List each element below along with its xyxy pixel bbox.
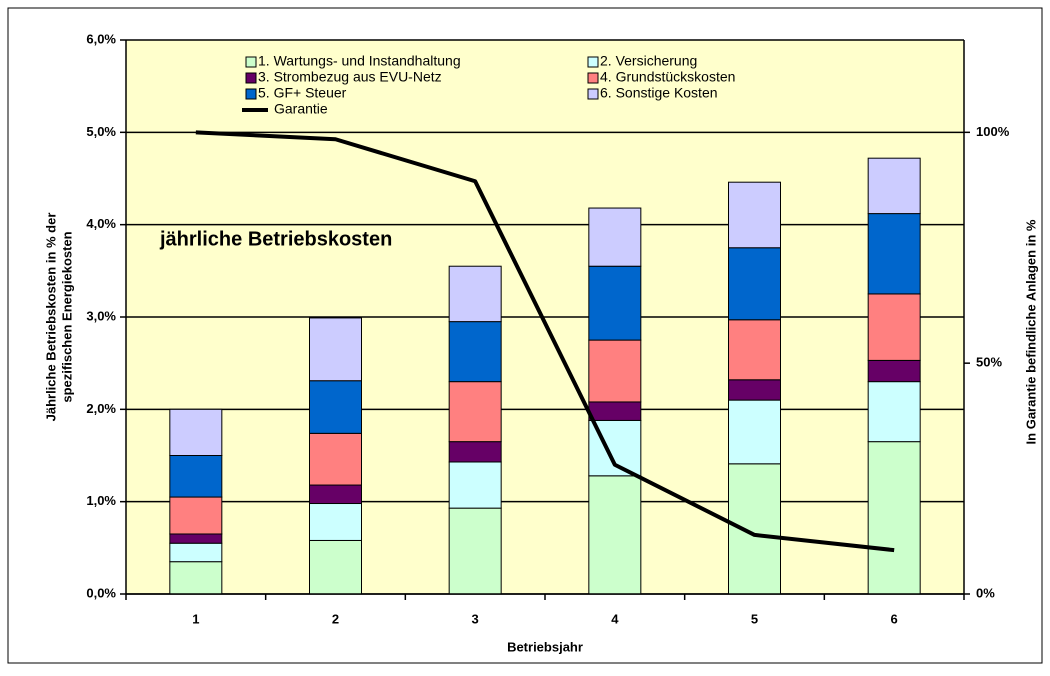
bar-segment bbox=[867, 157, 921, 215]
legend-label: 2. Versicherung bbox=[600, 53, 697, 69]
bar-segment bbox=[448, 507, 502, 595]
x-tick-label: 2 bbox=[332, 611, 339, 626]
bar-segment bbox=[728, 399, 781, 465]
bar-segment bbox=[169, 455, 223, 498]
bar-segment bbox=[448, 441, 502, 463]
x-tick-label: 5 bbox=[751, 611, 758, 626]
bar-segment bbox=[309, 484, 362, 505]
y-tick-label: 6,0% bbox=[86, 31, 116, 46]
bar-segment bbox=[588, 475, 642, 595]
bar-segment bbox=[448, 321, 502, 383]
line-series bbox=[195, 130, 895, 553]
y2-tick-label: 0% bbox=[976, 585, 995, 600]
x-tick-label: 3 bbox=[472, 611, 479, 626]
x-tick-label: 6 bbox=[891, 611, 898, 626]
bar-segment bbox=[588, 207, 642, 267]
bar-segment bbox=[867, 213, 921, 295]
y-axis-label: Jährliche Betriebskosten in % der bbox=[43, 213, 58, 422]
y2-tick-label: 50% bbox=[976, 355, 1002, 370]
bar-segment bbox=[309, 503, 362, 541]
bar-segment bbox=[728, 247, 781, 321]
bar-segment bbox=[309, 539, 362, 595]
bar-segment bbox=[728, 463, 781, 595]
bar-segment bbox=[588, 339, 642, 403]
legend-swatch bbox=[587, 88, 599, 100]
bar-segment bbox=[169, 408, 223, 457]
bar-segment bbox=[867, 359, 921, 383]
legend-swatch bbox=[245, 56, 257, 68]
legend-swatch bbox=[587, 72, 599, 84]
y-tick-label: 3,0% bbox=[86, 308, 116, 323]
legend-label: 6. Sonstige Kosten bbox=[600, 85, 718, 101]
legend-swatch bbox=[245, 72, 257, 84]
y2-axis-label: In Garantie befindliche Anlagen in % bbox=[1023, 219, 1038, 444]
y-tick-label: 0,0% bbox=[86, 585, 116, 600]
annotation: jährliche Betriebskosten bbox=[159, 228, 392, 250]
bar-segment bbox=[728, 181, 781, 249]
legend-swatch bbox=[245, 88, 257, 100]
y-tick-label: 4,0% bbox=[86, 216, 116, 231]
bar-segment bbox=[169, 542, 223, 563]
bar-segment bbox=[309, 432, 362, 486]
legend-label: 4. Grundstückskosten bbox=[600, 69, 735, 85]
bar-segment bbox=[169, 561, 223, 595]
legend-label: 3. Strombezug aus EVU-Netz bbox=[258, 69, 442, 85]
y-tick-label: 1,0% bbox=[86, 493, 116, 508]
legend-swatch bbox=[587, 56, 599, 68]
y2-tick-label: 100% bbox=[976, 124, 1010, 139]
bar-segment bbox=[169, 496, 223, 535]
bar-segment bbox=[728, 379, 781, 401]
bar-segment bbox=[448, 381, 502, 443]
x-tick-label: 4 bbox=[611, 611, 619, 626]
legend-label: Garantie bbox=[274, 101, 328, 117]
y-tick-label: 5,0% bbox=[86, 124, 116, 139]
bar-segment bbox=[448, 265, 502, 323]
bar-segment bbox=[588, 401, 642, 421]
legend-label: 5. GF+ Steuer bbox=[258, 85, 347, 101]
bar-segment bbox=[309, 380, 362, 434]
x-axis-label: Betriebsjahr bbox=[507, 639, 583, 654]
bar-segment bbox=[867, 381, 921, 443]
y-tick-label: 2,0% bbox=[86, 401, 116, 416]
legend-label: 1. Wartungs- und Instandhaltung bbox=[258, 53, 461, 69]
bar-segment bbox=[867, 441, 921, 595]
y-axis-label: spezifischen Energiekosten bbox=[59, 231, 74, 402]
x-tick-label: 1 bbox=[192, 611, 199, 626]
bar-segment bbox=[588, 265, 642, 341]
bar-segment bbox=[728, 319, 781, 381]
bar-segment bbox=[867, 293, 921, 361]
bar-segment bbox=[448, 461, 502, 509]
bar-segment bbox=[309, 317, 362, 382]
bar-segment bbox=[169, 533, 223, 544]
